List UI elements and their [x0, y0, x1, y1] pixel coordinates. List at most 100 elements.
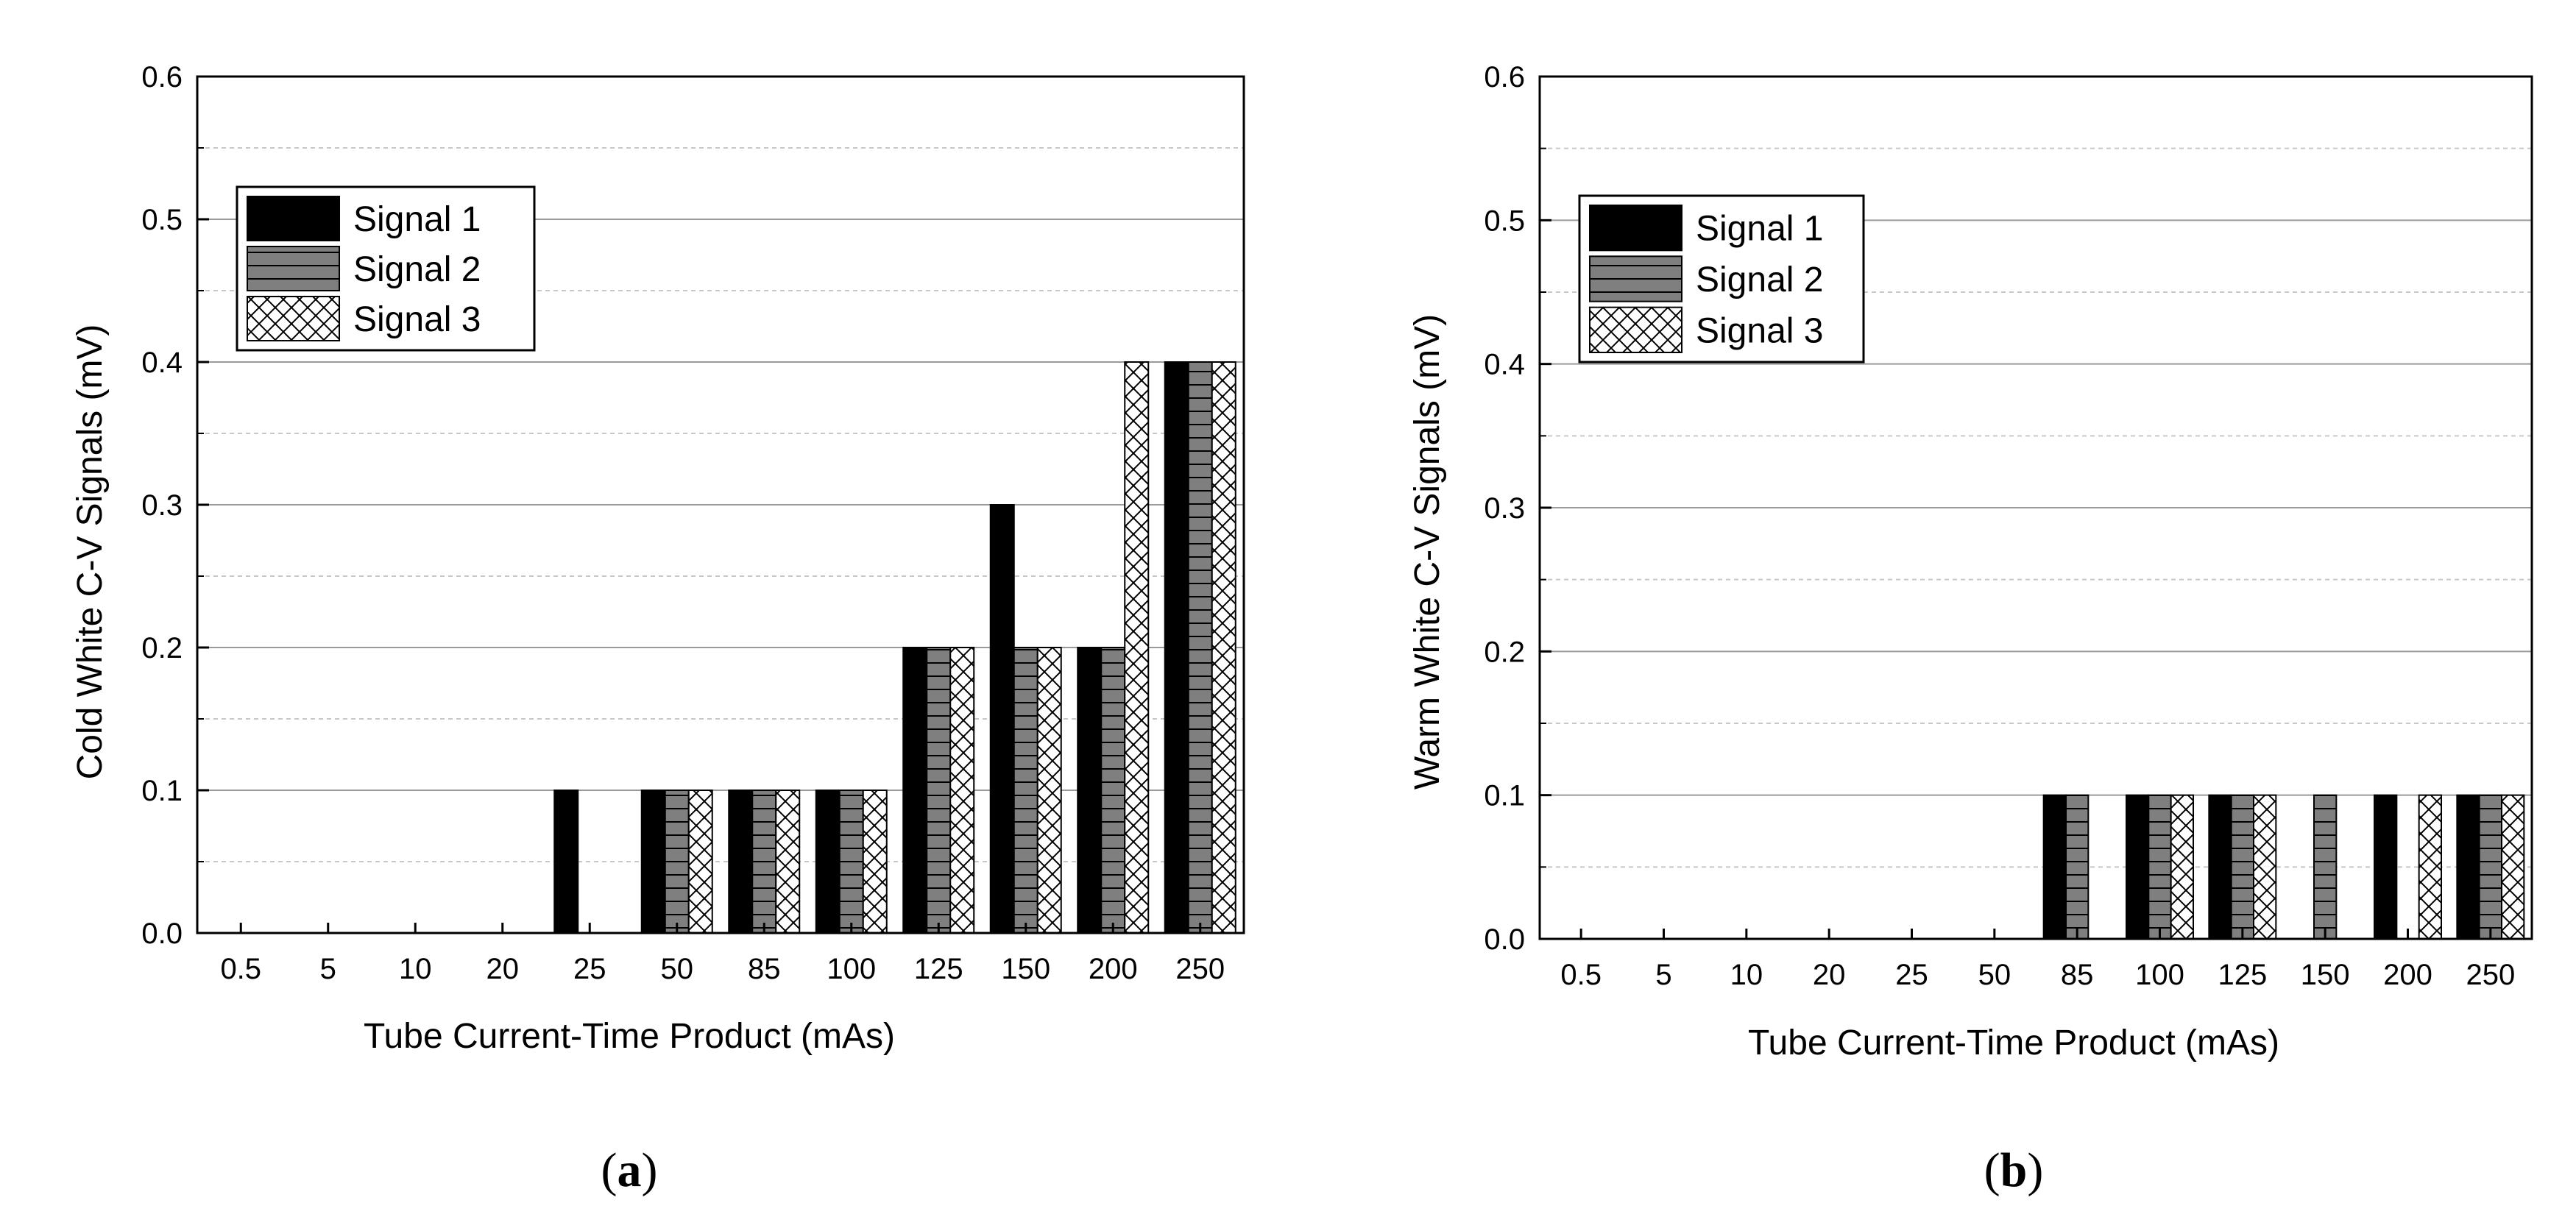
x-tick-label-a-5: 50: [661, 953, 694, 985]
bar-b-signal2-9: [2313, 794, 2338, 940]
panel-b-caption-letter: b: [2000, 1143, 2028, 1197]
panel-b-bars: [2042, 794, 2525, 940]
bar-a-signal1-4: [553, 790, 579, 934]
bar-b-signal3-11: [2500, 794, 2525, 940]
legend-swatch-a-signal2: [247, 246, 340, 291]
panel-b-x-axis-title: Tube Current-Time Product (mAs): [1748, 1024, 2279, 1063]
x-tick-label-a-6: 85: [748, 953, 781, 985]
legend-label-b-signal2: Signal 2: [1696, 260, 1823, 299]
y-tick-label-a-3: 0.3: [141, 489, 183, 522]
x-tick-label-b-1: 5: [1655, 959, 1671, 991]
panel-a-legend: Signal 1 Signal 2 Signal 3: [236, 185, 536, 352]
bar-a-signal3-6: [775, 790, 801, 934]
y-tick-label-b-3: 0.3: [1484, 492, 1525, 525]
bar-a-signal1-11: [1164, 361, 1189, 934]
bar-b-signal1-10: [2374, 794, 2398, 940]
legend-label-a-signal2: Signal 2: [353, 250, 481, 289]
x-tick-label-a-0: 0.5: [220, 953, 261, 985]
panel-a-y-ticks: 0.0 0.1 0.2 0.3 0.4 0.5 0.6: [141, 61, 209, 950]
bar-a-signal3-8: [949, 647, 975, 934]
legend-swatch-a-signal3: [247, 296, 340, 341]
legend-label-b-signal3: Signal 3: [1696, 311, 1823, 350]
y-tick-label-a-2: 0.2: [141, 632, 183, 664]
bar-a-signal2-5: [664, 790, 690, 934]
legend-swatch-b-signal2: [1589, 255, 1682, 302]
bar-b-signal2-7: [2148, 794, 2172, 940]
y-tick-label-a-4: 0.4: [141, 347, 183, 379]
x-tick-label-b-0: 0.5: [1560, 959, 1602, 991]
x-tick-label-b-4: 25: [1895, 959, 1928, 991]
x-tick-label-b-10: 200: [2383, 959, 2432, 991]
legend-swatch-b-signal1: [1589, 205, 1682, 252]
bar-b-signal3-8: [2252, 794, 2277, 940]
bar-a-signal2-10: [1100, 647, 1126, 934]
bar-a-signal1-9: [989, 504, 1015, 934]
x-tick-label-b-2: 10: [1730, 959, 1763, 991]
y-tick-label-a-0: 0.0: [141, 918, 183, 950]
bar-a-signal2-6: [751, 790, 777, 934]
y-tick-label-b-6: 0.6: [1484, 61, 1525, 93]
panel-a-caption: (a): [601, 1143, 658, 1197]
x-tick-label-a-11: 250: [1175, 953, 1225, 985]
bar-b-signal3-10: [2418, 794, 2442, 940]
bar-b-signal1-8: [2208, 794, 2232, 940]
chart-panel-b: 0.0 0.1 0.2 0.3 0.4 0.5 0.6 0.5 5 10 20 25 50 85 100 1…: [1408, 61, 2533, 1197]
x-tick-label-a-10: 200: [1089, 953, 1138, 985]
bar-b-signal2-8: [2230, 794, 2254, 940]
y-tick-label-b-0: 0.0: [1484, 923, 1525, 956]
bar-a-signal1-7: [815, 790, 841, 934]
panel-a-x-axis-title: Tube Current-Time Product (mAs): [364, 1017, 895, 1056]
y-tick-label-a-5: 0.5: [141, 204, 183, 236]
panel-b-caption: (b): [1984, 1143, 2044, 1197]
bar-a-signal1-10: [1077, 647, 1103, 934]
panel-a-x-ticks: 0.5 5 10 20 25 50 85 100 125 150 200 250: [220, 923, 1225, 985]
bar-a-signal3-7: [862, 790, 888, 934]
bar-a-signal1-8: [902, 647, 928, 934]
y-tick-label-b-5: 0.5: [1484, 205, 1525, 237]
y-tick-label-b-1: 0.1: [1484, 780, 1525, 812]
legend-swatch-b-signal3: [1589, 306, 1682, 353]
x-tick-label-a-4: 25: [573, 953, 606, 985]
panel-a-y-axis-title: Cold White C-V Signals (mV): [71, 324, 110, 780]
x-tick-label-b-6: 85: [2061, 959, 2094, 991]
bar-a-signal2-8: [926, 647, 952, 934]
x-tick-label-b-8: 125: [2218, 959, 2267, 991]
x-tick-label-a-7: 100: [827, 953, 876, 985]
bar-a-signal3-5: [687, 790, 713, 934]
x-tick-label-a-9: 150: [1001, 953, 1050, 985]
y-tick-label-b-4: 0.4: [1484, 349, 1525, 381]
x-tick-label-b-9: 150: [2301, 959, 2350, 991]
y-tick-label-b-2: 0.2: [1484, 636, 1525, 668]
bar-b-signal1-6: [2042, 794, 2067, 940]
legend-label-b-signal1: Signal 1: [1696, 210, 1823, 249]
panel-b-x-ticks: 0.5 5 10 20 25 50 85 100 125 150 200 250: [1560, 929, 2515, 991]
bar-a-signal1-5: [640, 790, 666, 934]
bar-b-signal2-6: [2065, 794, 2090, 940]
bar-a-signal3-11: [1211, 361, 1236, 934]
bar-b-signal1-11: [2456, 794, 2480, 940]
x-tick-label-a-1: 5: [320, 953, 336, 985]
x-tick-label-b-11: 250: [2466, 959, 2515, 991]
panel-b-y-ticks: 0.0 0.1 0.2 0.3 0.4 0.5 0.6: [1484, 61, 1551, 956]
x-tick-label-a-2: 10: [399, 953, 432, 985]
legend-label-a-signal1: Signal 1: [353, 200, 481, 239]
x-tick-label-a-8: 125: [914, 953, 963, 985]
panel-b-y-axis-title: Warm White C-V Signals (mV): [1408, 314, 1447, 790]
bar-b-signal3-7: [2170, 794, 2194, 940]
panel-a-caption-letter: a: [618, 1143, 642, 1197]
bar-b-signal1-7: [2126, 794, 2150, 940]
bar-a-signal3-9: [1036, 647, 1062, 934]
x-tick-label-a-3: 20: [486, 953, 520, 985]
y-tick-label-a-1: 0.1: [141, 775, 183, 807]
bar-b-signal2-11: [2478, 794, 2502, 940]
panel-a-bars: [553, 361, 1236, 934]
legend-label-a-signal3: Signal 3: [353, 300, 481, 339]
bar-a-signal2-9: [1013, 647, 1038, 934]
x-tick-label-b-7: 100: [2135, 959, 2184, 991]
chart-panel-a: 0.0 0.1 0.2 0.3 0.4 0.5 0.6 0.5 5 10 20 25 50 85 100 1…: [71, 61, 1245, 1197]
panel-b-legend: Signal 1 Signal 2 Signal 3: [1578, 194, 1865, 363]
y-tick-label-a-6: 0.6: [141, 61, 183, 93]
x-tick-label-b-5: 50: [1978, 959, 2011, 991]
x-tick-label-b-3: 20: [1813, 959, 1846, 991]
